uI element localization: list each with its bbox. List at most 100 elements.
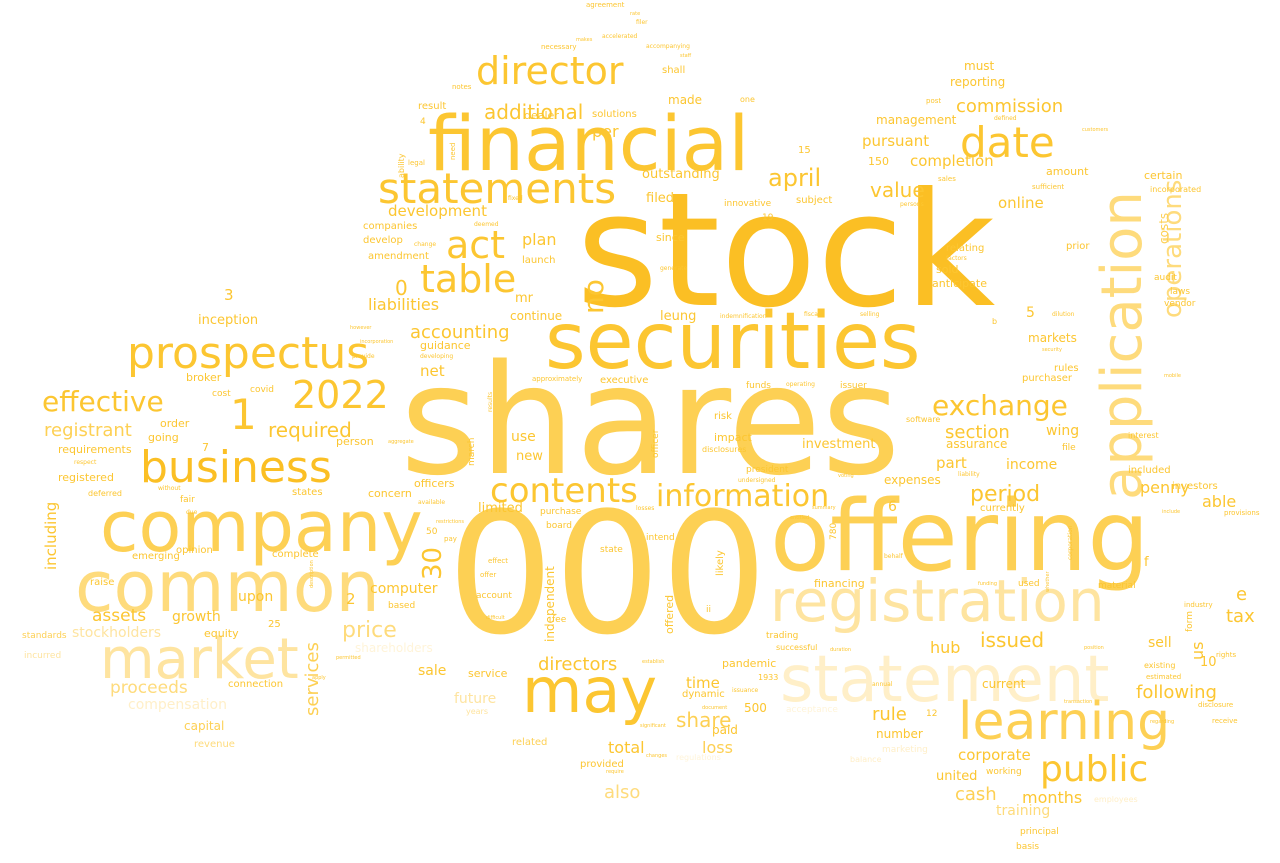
word-use: use (511, 429, 536, 445)
word-account: account (476, 591, 512, 601)
word-7: 7 (202, 441, 209, 454)
word-500: 500 (744, 701, 767, 715)
word-value: value (870, 178, 925, 202)
word-innovative: innovative (724, 199, 772, 209)
word-develop: develop (363, 235, 403, 246)
word-offering: offering (770, 480, 1150, 594)
word-common: common (75, 546, 380, 628)
word-receive: receive (1212, 717, 1238, 725)
word-offer: offer (480, 571, 497, 579)
word-establish: establish (642, 659, 665, 665)
word-funds: funds (746, 381, 771, 391)
word-price: price (342, 618, 397, 643)
word-training: training (996, 803, 1051, 819)
word-required: required (268, 418, 352, 442)
word-registrant: registrant (44, 420, 132, 441)
word-financial: financial (428, 99, 750, 188)
word-150: 150 (868, 155, 889, 168)
word-limited: limited (478, 501, 523, 516)
word-included: included (1128, 465, 1171, 476)
word-officers: officers (414, 477, 455, 490)
word-related: related (512, 737, 548, 748)
word-funding: funding (978, 581, 998, 587)
word-dynamic: dynamic (682, 689, 725, 700)
word-agreement: agreement (586, 1, 625, 9)
word-successful: successful (776, 643, 818, 652)
word-6: 6 (888, 499, 897, 515)
word-provisions: provisions (1224, 509, 1260, 517)
word-sales: sales (938, 175, 956, 183)
word-2: 2 (346, 590, 356, 608)
word-intend: intend (646, 533, 675, 543)
word-cash: cash (955, 784, 997, 805)
word-complete: complete (272, 549, 319, 560)
word-leung: leung (660, 309, 697, 324)
word-statements: statements (378, 164, 617, 213)
word-purchaser: purchaser (1022, 373, 1073, 384)
word-company: company (100, 486, 423, 568)
word-assets: assets (92, 606, 147, 626)
word-director: director (476, 49, 624, 93)
word-raise: raise (90, 577, 115, 588)
word-employees: employees (1094, 795, 1138, 804)
word-pay: pay (444, 535, 457, 543)
word-information: information (656, 479, 830, 514)
word-state: state (600, 545, 623, 555)
word-stockholders: stockholders (72, 625, 162, 641)
word-staff: staff (680, 53, 692, 59)
word-change: change (414, 241, 437, 248)
word-ability: ability (397, 153, 406, 178)
word-likely: likely (715, 550, 726, 576)
word-aggregate: aggregate (388, 439, 414, 445)
word-3: 3 (224, 286, 234, 304)
word-independent: independent (543, 566, 557, 642)
word-0: 0 (395, 276, 408, 300)
word-opinion: opinion (176, 545, 213, 556)
word-summary: summary (812, 505, 836, 511)
word-sell: sell (1148, 635, 1172, 651)
word-corporate: corporate (958, 746, 1031, 764)
word-dilution: dilution (1052, 311, 1075, 318)
word-mr: mr (515, 291, 534, 306)
word-stock: stock (576, 159, 996, 343)
word-apply: apply (312, 675, 326, 681)
word-balance: balance (850, 755, 882, 764)
word-available: available (418, 499, 446, 506)
word-no: no (577, 279, 610, 314)
word-march: march (467, 437, 477, 466)
word-also: also (604, 782, 641, 803)
word-deferred: deferred (88, 489, 122, 498)
word-operations: operations (1158, 179, 1188, 318)
word-description: description (309, 560, 315, 588)
word-number: number (876, 727, 923, 741)
word-whether: whether (1045, 571, 1051, 592)
word-existing: existing (1144, 661, 1176, 670)
word-fee: fee (552, 615, 567, 625)
word-effect: effect (488, 557, 509, 565)
word-25: 25 (268, 619, 281, 630)
word-part: part (936, 454, 967, 472)
word-disclosure: disclosure (1198, 701, 1234, 709)
word-5: 5 (1026, 305, 1035, 321)
word-operating: operating (786, 381, 815, 388)
word-certain: certain (1144, 169, 1183, 182)
word-require: require (606, 769, 624, 775)
word-incorporated: incorporated (1150, 185, 1202, 194)
word-need: need (449, 142, 457, 161)
word-requirements: requirements (58, 443, 132, 456)
word-expenses: expenses (884, 473, 941, 487)
word-fair: fair (180, 495, 195, 505)
word-000: 000 (447, 476, 768, 672)
word-indemnification: indemnification (720, 313, 767, 320)
word-future: future (454, 691, 497, 707)
word-however: however (350, 325, 372, 331)
word-purchase: purchase (540, 507, 582, 517)
word-provided: provided (580, 759, 624, 770)
word-regarding: regarding (1150, 719, 1175, 725)
word-connection: connection (228, 679, 284, 690)
word-incurred: incurred (24, 651, 62, 661)
word-shall: shall (662, 65, 686, 76)
word-exchange: exchange (932, 389, 1068, 422)
word-income: income (1006, 457, 1058, 473)
